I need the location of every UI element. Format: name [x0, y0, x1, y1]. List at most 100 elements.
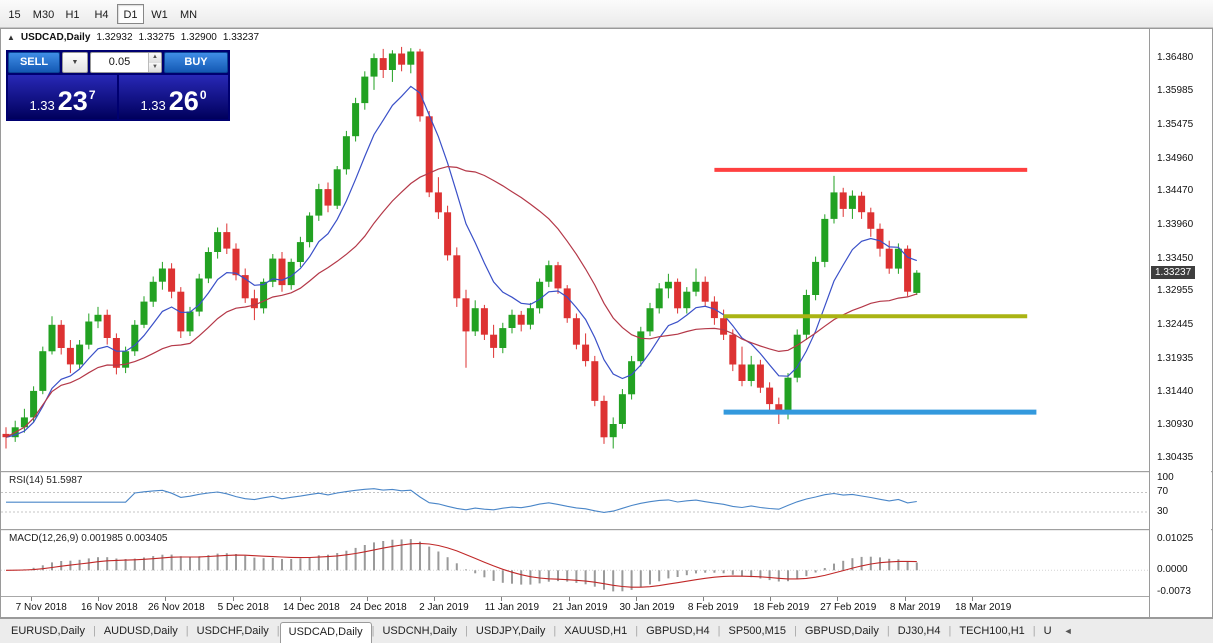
tab-separator: | — [465, 625, 468, 637]
timeframe-button-w1[interactable]: W1 — [151, 8, 168, 21]
tab-separator: | — [948, 625, 952, 637]
order-type-dropdown[interactable]: ▼ — [62, 52, 88, 73]
lot-size-stepper[interactable]: 0.05 ▲ ▼ — [90, 52, 162, 73]
price-axis-label: 1.30930 — [1157, 419, 1194, 430]
date-tick — [300, 597, 301, 601]
date-axis-label: 5 Dec 2018 — [217, 602, 269, 613]
date-axis-label: 2 Jan 2019 — [419, 602, 469, 613]
rsi-axis-label: 100 — [1157, 472, 1174, 483]
lot-size-spin-buttons: ▲ ▼ — [148, 53, 161, 72]
price-axis-label: 1.32445 — [1157, 319, 1194, 330]
spin-up-icon[interactable]: ▲ — [149, 53, 161, 63]
tab-separator: | — [717, 625, 721, 637]
date-tick — [367, 597, 368, 601]
buy-price-figure: 1.33 — [140, 98, 166, 113]
tab-eurusd-daily[interactable]: EURUSD,Daily — [11, 625, 85, 637]
chart-tab-bar: EURUSD,Daily | AUDUSD,Daily | USDCHF,Daily | U… — [0, 618, 1213, 643]
date-axis-label: 18 Mar 2019 — [955, 602, 1012, 613]
timeframe-button-m30[interactable]: M30 — [32, 8, 55, 21]
date-tick — [165, 597, 166, 601]
timeframe-button-d1[interactable]: D1 — [117, 3, 144, 24]
tab-separator: | — [1032, 625, 1036, 637]
timeframe-button-h1[interactable]: H1 — [65, 8, 80, 21]
tab-separator: | — [371, 625, 375, 637]
tab-separator: | — [276, 625, 280, 637]
tab-dj30-h4[interactable]: DJ30,H4 — [897, 625, 941, 637]
macd-indicator-label: MACD(12,26,9) 0.001985 0.003405 — [9, 533, 168, 544]
price-axis-label: 1.34470 — [1157, 185, 1194, 196]
trade-panel-controls: SELL ▼ 0.05 ▲ ▼ BUY — [8, 52, 228, 73]
price-axis[interactable]: 1.33237 1.36480 1.35985 1.35475 1.34960 1.34… — [1149, 29, 1211, 617]
buy-price-pips: 26 — [168, 86, 199, 116]
tab-usdcnh-daily[interactable]: USDCNH,Daily — [382, 625, 458, 637]
tab-separator: | — [185, 625, 189, 637]
chart-window: ▲ USDCAD,Daily 1.32932 1.33275 1.32900 1… — [0, 28, 1213, 618]
tab-scroll-left-icon[interactable]: ◄ — [1063, 626, 1073, 636]
date-tick — [703, 597, 704, 601]
lot-size-value[interactable]: 0.05 — [108, 56, 131, 68]
rsi-axis-label: 70 — [1157, 486, 1169, 497]
tab-u[interactable]: U — [1043, 625, 1052, 637]
price-axis-label: 1.36480 — [1157, 52, 1194, 63]
one-click-panel-toggle-icon[interactable]: ▲ — [7, 32, 15, 42]
rsi-indicator-label: RSI(14) 51.5987 — [9, 475, 83, 486]
timeframe-buttons: 15 M30 H1 H4 D1 W1 MN — [1, 3, 204, 24]
date-tick — [501, 597, 502, 601]
date-tick — [972, 597, 973, 601]
tab-xauusd-h1[interactable]: XAUUSD,H1 — [564, 625, 628, 637]
date-tick — [569, 597, 570, 601]
date-axis-label: 30 Jan 2019 — [619, 602, 675, 613]
sell-price-figure: 1.33 — [29, 98, 55, 113]
timeframe-button-15[interactable]: 15 — [8, 8, 21, 21]
chevron-down-icon: ▼ — [71, 59, 79, 66]
spin-down-icon[interactable]: ▼ — [149, 62, 161, 72]
buy-button[interactable]: BUY — [164, 52, 228, 73]
price-chart[interactable] — [1, 29, 1149, 471]
price-axis-label: 1.30435 — [1157, 452, 1194, 463]
chart-title-row: ▲ USDCAD,Daily 1.32932 1.33275 1.32900 1… — [7, 32, 259, 43]
tab-sp500-m15[interactable]: SP500,M15 — [728, 625, 786, 637]
tab-audusd-daily[interactable]: AUDUSD,Daily — [103, 625, 178, 637]
trade-panel-quotes: 1.33 23 7 1.33 26 0 — [8, 75, 228, 119]
tab-usdjpy-daily[interactable]: USDJPY,Daily — [475, 625, 546, 637]
date-axis-label: 14 Dec 2018 — [282, 602, 340, 613]
rsi-chart[interactable] — [1, 473, 1149, 529]
date-axis-label: 26 Nov 2018 — [147, 602, 205, 613]
rsi-pane-separator[interactable] — [1, 471, 1212, 473]
date-tick — [770, 597, 771, 601]
price-axis-label: 1.33450 — [1157, 253, 1194, 264]
date-tick — [905, 597, 906, 601]
date-tick — [98, 597, 99, 601]
date-tick — [434, 597, 435, 601]
tab-usdchf-daily[interactable]: USDCHF,Daily — [196, 625, 269, 637]
sell-button[interactable]: SELL — [8, 52, 60, 73]
macd-chart[interactable] — [1, 531, 1149, 596]
ohlc-low: 1.32900 — [180, 32, 217, 43]
date-axis-label: 18 Feb 2019 — [753, 602, 810, 613]
tab-tech100-h1[interactable]: TECH100,H1 — [959, 625, 1025, 637]
macd-axis-label: 0.01025 — [1157, 533, 1194, 544]
sell-price-display: 1.33 23 7 — [8, 75, 117, 119]
rsi-axis-label: 30 — [1157, 506, 1169, 517]
price-axis-label: 1.35985 — [1157, 85, 1194, 96]
timeframe-toolbar: 15 M30 H1 H4 D1 W1 MN — [0, 0, 1213, 28]
macd-pane-separator[interactable] — [1, 529, 1212, 531]
tab-usdcad-daily[interactable]: USDCAD,Daily — [279, 621, 372, 643]
macd-axis-label: 0.0000 — [1157, 564, 1188, 575]
buy-price-display: 1.33 26 0 — [119, 75, 228, 119]
chart-symbol-title: USDCAD,Daily — [20, 32, 91, 43]
current-price-badge: 1.33237 — [1151, 266, 1196, 279]
date-axis-label: 16 Nov 2018 — [80, 602, 138, 613]
timeframe-button-mn[interactable]: MN — [179, 8, 198, 21]
price-axis-label: 1.34960 — [1157, 153, 1194, 164]
time-axis[interactable]: 7 Nov 2018 16 Nov 2018 26 Nov 2018 5 Dec 20… — [1, 596, 1149, 617]
price-axis-label: 1.32955 — [1157, 285, 1194, 296]
date-axis-label: 21 Jan 2019 — [552, 602, 608, 613]
price-axis-label: 1.33960 — [1157, 219, 1194, 230]
tab-gbpusd-h4[interactable]: GBPUSD,H4 — [646, 625, 710, 637]
date-axis-label: 8 Feb 2019 — [687, 602, 739, 613]
timeframe-button-h4[interactable]: H4 — [94, 8, 109, 21]
sell-price-point: 7 — [88, 88, 96, 102]
tab-gbpusd-daily[interactable]: GBPUSD,Daily — [804, 625, 879, 637]
